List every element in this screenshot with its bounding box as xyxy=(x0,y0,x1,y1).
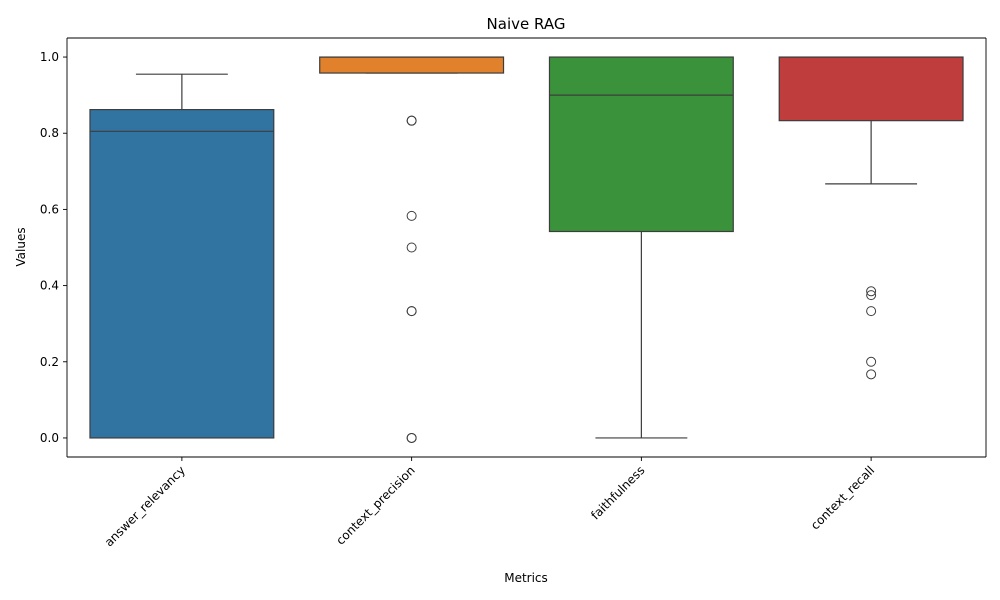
y-tick-label-1: 0.2 xyxy=(40,355,59,369)
outlier-context_precision-3 xyxy=(406,242,417,253)
y-tick-label-3: 0.6 xyxy=(40,202,59,216)
chart-title: Naive RAG xyxy=(487,15,566,33)
x-tick-label-context_precision: context_precision xyxy=(333,463,417,547)
y-axis-label: Values xyxy=(14,227,28,266)
outlier-context_recall-1 xyxy=(866,290,877,301)
box-answer_relevancy xyxy=(89,109,275,439)
plot-area: 0.0 0.2 0.4 0.6 0.8 1.0 answer_relevancy contex… xyxy=(40,37,987,549)
x-axis-label: Metrics xyxy=(504,571,548,585)
outlier-context_recall-2 xyxy=(866,306,877,317)
x-tick-label-context_recall: context_recall xyxy=(808,463,877,532)
outlier-context_precision-7 xyxy=(406,432,417,443)
outlier-context_recall-3 xyxy=(866,356,877,367)
y-tick-label-0: 0.0 xyxy=(40,431,59,445)
box-context_precision xyxy=(319,56,505,74)
y-tick-label-2: 0.4 xyxy=(40,279,59,293)
outlier-context_precision-5 xyxy=(406,306,417,317)
outlier-context_precision-1 xyxy=(406,115,417,126)
y-tick-label-5: 1.0 xyxy=(40,50,59,64)
outlier-context_precision-2 xyxy=(406,210,417,221)
outlier-context_recall-0 xyxy=(866,286,877,297)
y-tick-label-4: 0.8 xyxy=(40,126,59,140)
box-faithfulness xyxy=(548,56,734,233)
x-tick-label-answer_relevancy: answer_relevancy xyxy=(102,463,188,549)
x-tick-label-faithfulness: faithfulness xyxy=(588,463,647,522)
outlier-context_recall-4 xyxy=(866,369,877,380)
box-context_recall xyxy=(778,56,964,122)
